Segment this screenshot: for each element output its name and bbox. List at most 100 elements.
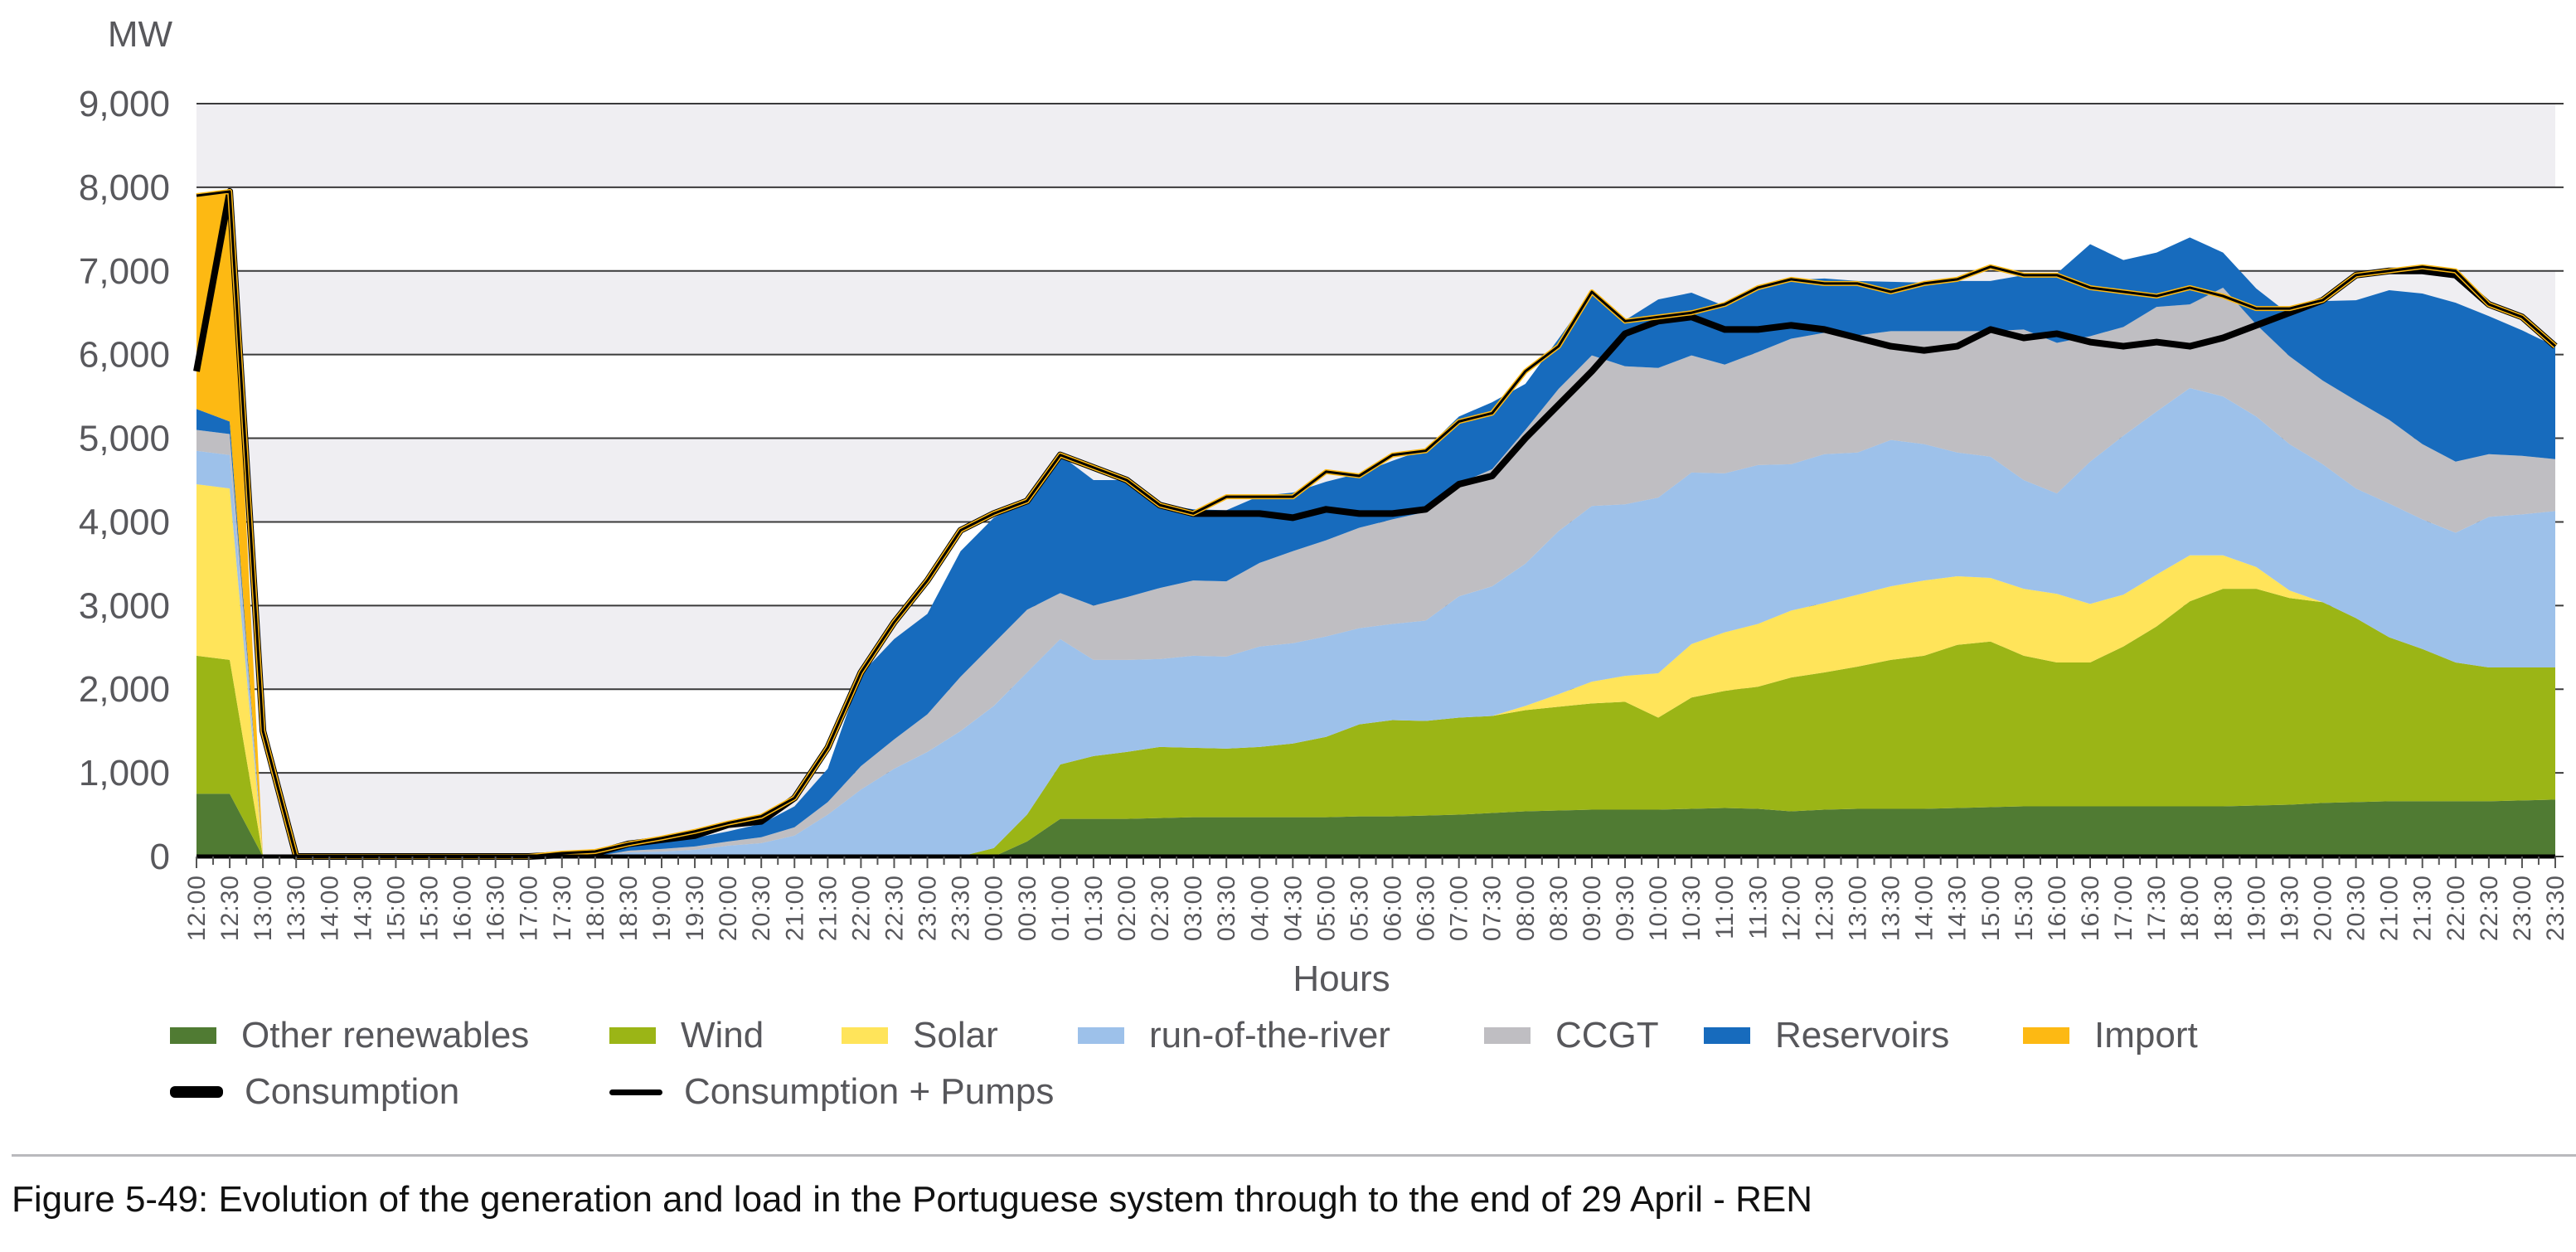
area-ccgt xyxy=(196,287,2555,857)
x-tick-label: 14:00 xyxy=(1911,875,1938,941)
x-tick-label: 18:00 xyxy=(2176,875,2204,941)
x-tick-label: 06:00 xyxy=(1380,875,1407,941)
legend-swatch-ccgt xyxy=(1484,1027,1531,1044)
x-tick-label: 19:30 xyxy=(682,875,709,941)
legend-label: CCGT xyxy=(1555,1015,1659,1055)
y-tick-label: 0 xyxy=(150,837,170,877)
x-tick-label: 16:30 xyxy=(483,875,510,941)
x-tick-label: 13:30 xyxy=(283,875,310,941)
y-tick-label: 9,000 xyxy=(79,84,170,124)
legend-item-solar: Solar xyxy=(842,1015,1078,1056)
x-tick-label: 17:00 xyxy=(516,875,543,941)
x-tick-label: 06:30 xyxy=(1413,875,1440,941)
x-tick-label: 14:30 xyxy=(349,875,376,941)
x-tick-label: 05:30 xyxy=(1346,875,1373,941)
legend-label: Wind xyxy=(681,1015,764,1055)
x-tick-label: 00:30 xyxy=(1014,875,1041,941)
x-tick-label: 03:00 xyxy=(1180,875,1207,941)
x-tick-label: 04:30 xyxy=(1279,875,1307,941)
x-tick-label: 00:00 xyxy=(981,875,1008,941)
grid-band xyxy=(196,104,2555,187)
x-tick-label: 16:00 xyxy=(449,875,477,941)
x-tick-label: 19:00 xyxy=(2243,875,2270,941)
y-tick-label: 7,000 xyxy=(79,251,170,292)
y-tick-labels: 0 1,000 2,000 3,000 4,000 5,000 6,000 7,000 8,00… xyxy=(79,84,170,877)
x-tick-label: 20:30 xyxy=(2343,875,2370,941)
x-tick-label: 20:30 xyxy=(748,875,775,941)
x-tick-label: 12:30 xyxy=(216,875,244,941)
legend-label: Consumption xyxy=(245,1071,460,1112)
x-tick-label: 19:30 xyxy=(2276,875,2303,941)
x-tick-label: 17:30 xyxy=(2143,875,2171,941)
x-tick-label: 15:30 xyxy=(415,875,443,941)
x-tick-label: 20:00 xyxy=(715,875,742,941)
legend: Other renewables Wind Solar run-of-the-r… xyxy=(170,1007,2574,1120)
legend-item-consumption: Consumption xyxy=(170,1071,609,1113)
legend-swatch-import xyxy=(2023,1027,2069,1044)
x-tick-label: 21:30 xyxy=(2409,875,2437,941)
x-tick-label: 21:00 xyxy=(781,875,808,941)
x-tick-label: 23:30 xyxy=(948,875,975,941)
legend-item-wind: Wind xyxy=(609,1015,842,1056)
x-tick-label: 17:00 xyxy=(2110,875,2137,941)
x-tick-label: 07:00 xyxy=(1446,875,1473,941)
x-tick-label: 02:00 xyxy=(1113,875,1141,941)
x-tick-label: 16:30 xyxy=(2077,875,2104,941)
line-consumption-pumps xyxy=(196,190,2556,858)
area-run-of-the-river xyxy=(196,388,2555,857)
x-tick-label: 22:30 xyxy=(880,875,908,941)
legend-label: Reservoirs xyxy=(1775,1015,1950,1055)
x-tick-labels: 12:00 12:30 13:00 13:30 14:00 14:30 15:00 15:30… xyxy=(183,857,2569,941)
x-tick-label: 22:00 xyxy=(847,875,875,941)
x-tick-label: 13:00 xyxy=(250,875,277,941)
legend-item-run-of-the-river: run-of-the-river xyxy=(1078,1015,1484,1056)
x-tick-label: 17:30 xyxy=(549,875,576,941)
x-tick-label: 08:00 xyxy=(1512,875,1540,941)
x-tick-label: 18:30 xyxy=(2210,875,2237,941)
y-tick-label: 1,000 xyxy=(79,753,170,793)
y-tick-label: 3,000 xyxy=(79,585,170,626)
figure-caption: Figure 5-49: Evolution of the generation… xyxy=(12,1179,1813,1220)
x-tick-label: 18:00 xyxy=(582,875,609,941)
area-wind xyxy=(196,589,2555,857)
x-tick-label: 19:00 xyxy=(648,875,676,941)
x-tick-label: 13:30 xyxy=(1878,875,1905,941)
x-tick-label: 10:00 xyxy=(1645,875,1672,941)
x-tick-label: 12:30 xyxy=(1811,875,1838,941)
stacked-areas xyxy=(196,191,2555,857)
legend-label: run-of-the-river xyxy=(1149,1015,1390,1055)
x-tick-label: 10:30 xyxy=(1678,875,1705,941)
legend-swatch-consumption xyxy=(170,1086,223,1098)
y-tick-label: 4,000 xyxy=(79,502,170,542)
legend-swatch-consumption-pumps xyxy=(609,1089,662,1095)
x-tick-label: 04:00 xyxy=(1246,875,1273,941)
x-axis-title: Hours xyxy=(1293,958,1390,999)
x-tick-label: 21:00 xyxy=(2376,875,2404,941)
x-tick-label: 20:00 xyxy=(2310,875,2337,941)
x-tick-label: 18:30 xyxy=(615,875,643,941)
legend-item-import: Import xyxy=(2023,1015,2198,1056)
x-tick-label: 09:00 xyxy=(1579,875,1606,941)
y-tick-label: 5,000 xyxy=(79,419,170,459)
x-tick-label: 22:30 xyxy=(2476,875,2503,941)
x-tick-label: 02:30 xyxy=(1147,875,1174,941)
area-other-renewables xyxy=(196,793,2555,857)
y-tick-label: 6,000 xyxy=(79,335,170,376)
consumption-lines xyxy=(193,187,2558,860)
x-tick-label: 15:00 xyxy=(382,875,410,941)
legend-item-consumption-pumps: Consumption + Pumps xyxy=(609,1071,1054,1113)
y-axis-title: MW xyxy=(108,14,173,55)
legend-label: Import xyxy=(2094,1015,2198,1055)
legend-swatch-wind xyxy=(609,1027,656,1044)
x-tick-label: 11:30 xyxy=(1744,875,1772,939)
x-tick-label: 14:30 xyxy=(1944,875,1972,941)
x-tick-label: 05:00 xyxy=(1312,875,1340,941)
x-tick-label: 12:00 xyxy=(183,875,211,941)
x-tick-label: 23:00 xyxy=(2509,875,2536,941)
legend-label: Solar xyxy=(913,1015,998,1055)
area-chart: 0 1,000 2,000 3,000 4,000 5,000 6,000 7,000 8,00… xyxy=(79,14,2569,999)
x-tick-label: 23:30 xyxy=(2542,875,2569,941)
x-tick-label: 15:30 xyxy=(2011,875,2038,941)
y-tick-label: 2,000 xyxy=(79,669,170,710)
legend-label: Other renewables xyxy=(241,1015,530,1055)
